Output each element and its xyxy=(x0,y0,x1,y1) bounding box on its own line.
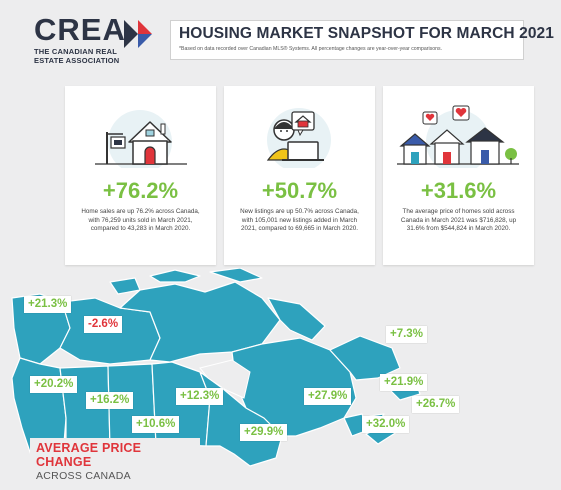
badge-manitoba: +12.3% xyxy=(176,388,224,405)
legend-title: AVERAGE PRICE CHANGE xyxy=(36,441,142,469)
badge-prince-edward-island: +26.7% xyxy=(412,396,460,413)
crea-logo-icon xyxy=(124,20,152,48)
arctic-island xyxy=(109,277,141,295)
new-listings-stat: +50.7% xyxy=(261,178,338,203)
badge-quebec: +27.9% xyxy=(304,388,352,405)
badge-newfoundland: +7.3% xyxy=(386,326,427,343)
new-listings-description: New listings are up 50.7% across Canada,… xyxy=(240,208,359,233)
badge-northwest-territories: -2.6% xyxy=(84,316,123,333)
arctic-island xyxy=(209,268,263,283)
average-price-stat: +31.6% xyxy=(420,178,497,203)
baffin-region xyxy=(267,297,326,341)
badge-alberta: +16.2% xyxy=(86,392,134,409)
badge-saskatchewan: +10.6% xyxy=(132,416,180,433)
badge-nova-scotia: +32.0% xyxy=(362,416,410,433)
arctic-island xyxy=(149,269,201,283)
quebec-region xyxy=(231,337,357,437)
badge-ontario: +29.9% xyxy=(240,424,288,441)
person-laptop-icon xyxy=(266,108,331,168)
hudson-bay xyxy=(199,359,251,399)
title-box: HOUSING MARKET SNAPSHOT FOR MARCH 2021 *… xyxy=(170,20,554,60)
badge-yukon: +21.3% xyxy=(24,296,72,313)
logo-wordmark: CREA xyxy=(34,12,126,47)
card-average-price: +31.6% The average price of homes sold a… xyxy=(383,86,534,265)
map-legend: AVERAGE PRICE CHANGE ACROSS CANADA xyxy=(30,438,200,485)
labrador-region xyxy=(329,335,401,381)
page-title: HOUSING MARKET SNAPSHOT FOR MARCH 2021 xyxy=(179,25,554,42)
home-sales-stat: +76.2% xyxy=(102,178,179,203)
average-price-description: The average price of homes sold across C… xyxy=(400,208,517,233)
crea-logo[interactable]: CREA THE CANADIAN REAL ESTATE ASSOCIATIO… xyxy=(18,12,158,72)
badge-british-columbia: +20.2% xyxy=(30,376,78,393)
house-sold-sign-icon xyxy=(95,110,187,168)
logo-subtitle-line1: THE CANADIAN REAL xyxy=(34,47,117,56)
title-footnote: *Based on data recorded over Canadian ML… xyxy=(179,46,443,52)
badge-new-brunswick: +21.9% xyxy=(380,374,428,391)
legend-subtitle: ACROSS CANADA xyxy=(36,470,131,482)
card-new-listings: +50.7% New listings are up 50.7% across … xyxy=(224,86,375,265)
home-sales-description: Home sales are up 76.2% across Canada, w… xyxy=(81,208,200,233)
houses-hearts-icon xyxy=(397,105,519,168)
logo-subtitle-line2: ESTATE ASSOCIATION xyxy=(34,56,120,65)
card-home-sales: +76.2% Home sales are up 76.2% across Ca… xyxy=(65,86,216,265)
